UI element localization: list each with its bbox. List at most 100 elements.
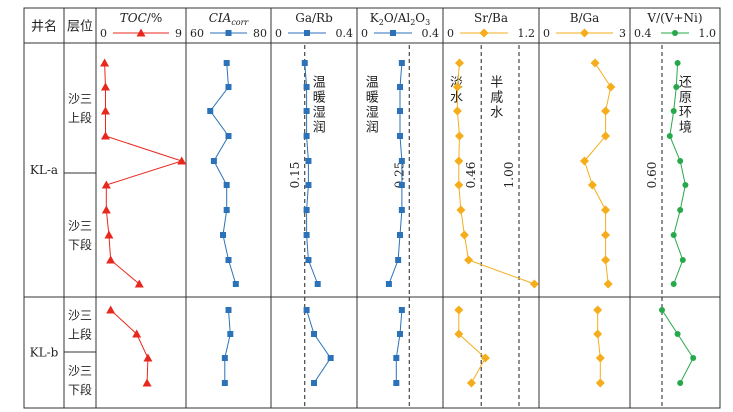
legend-marker (390, 30, 396, 36)
data-point (104, 230, 114, 239)
data-point (207, 108, 214, 114)
well-column-header: 井名 (31, 19, 57, 35)
axis-max-tick: 1.2 (518, 27, 536, 40)
data-point (223, 182, 230, 188)
well-name: KL-a (30, 163, 58, 177)
panel-bga: B/Ga 0 3 (543, 11, 626, 388)
panel-title: TOC/% (120, 11, 162, 25)
data-point (674, 60, 681, 66)
series-line-kl-b (306, 309, 332, 384)
series-line-kl-b (458, 310, 487, 384)
series-line-kl-b (110, 309, 149, 384)
data-point (456, 205, 466, 215)
data-point (132, 329, 142, 338)
data-point (398, 60, 405, 66)
data-point (593, 329, 603, 339)
data-point (395, 257, 402, 263)
threshold-label: 0.15 (288, 162, 302, 189)
data-point (100, 131, 110, 140)
data-point (673, 84, 680, 90)
data-point (221, 355, 228, 361)
data-point (529, 279, 539, 289)
data-point (452, 82, 462, 92)
data-point (100, 58, 110, 67)
data-point (106, 305, 116, 314)
data-point (459, 230, 469, 240)
series-line-kl-b (395, 309, 403, 383)
layer-label: 沙三 (68, 364, 92, 378)
series-line-kl-a (583, 62, 612, 285)
data-point (659, 307, 665, 313)
data-point (398, 307, 405, 313)
layer-label: 下段 (68, 382, 92, 397)
layer-label: 沙三 (68, 219, 92, 233)
data-point (677, 380, 684, 386)
data-point (397, 331, 403, 337)
panel-toc: TOC/% 0 9 (100, 11, 187, 387)
data-point (595, 378, 605, 388)
series-line-kl-b (661, 309, 694, 384)
data-point (454, 180, 464, 190)
data-point (397, 232, 403, 238)
data-point (177, 156, 187, 165)
data-point (464, 255, 474, 265)
legend-marker (304, 30, 310, 36)
series-line-kl-a (209, 62, 237, 285)
data-point (305, 182, 312, 188)
axis-min-tick: 0 (100, 27, 107, 40)
data-point (601, 230, 611, 240)
data-point (454, 329, 464, 339)
data-point (232, 281, 239, 287)
series-line-kl-b (224, 309, 231, 383)
data-point (303, 232, 310, 238)
data-point (587, 180, 597, 190)
data-point (677, 207, 684, 213)
data-point (100, 106, 110, 115)
data-point (305, 158, 312, 164)
data-point (227, 331, 234, 337)
data-point (210, 158, 217, 164)
annotation-text: 淡水 (447, 75, 463, 105)
data-point (480, 353, 490, 363)
data-point (397, 108, 403, 114)
well-name: KL-b (30, 346, 59, 360)
layer-column-header: 层位 (67, 20, 93, 35)
data-point (679, 257, 686, 263)
legend-marker (225, 30, 232, 36)
data-point (101, 205, 111, 214)
data-point (303, 207, 310, 213)
data-point (327, 355, 334, 361)
annotation-text: 还原环境 (676, 75, 692, 135)
data-point (666, 133, 673, 139)
data-point (223, 60, 230, 66)
data-point (106, 255, 116, 264)
data-point (593, 305, 603, 315)
data-point (220, 232, 227, 238)
data-point (225, 84, 232, 90)
threshold-label: 1.00 (502, 162, 516, 189)
data-point (314, 281, 321, 287)
data-point (303, 84, 310, 90)
panel-cia: CIAcorr 60 80 (190, 11, 267, 386)
axis-max-tick: 1.0 (699, 27, 717, 40)
data-point (303, 108, 310, 114)
data-point (301, 60, 308, 66)
series-line-kl-a (104, 62, 184, 285)
table-border (23, 7, 721, 409)
data-point (221, 380, 228, 386)
data-point (398, 158, 405, 164)
panel-title: B/Ga (570, 11, 600, 25)
threshold-label: 0.25 (392, 162, 406, 189)
series-line-kl-a (456, 62, 535, 285)
series-line-kl-a (669, 62, 686, 285)
axis-min-tick: 0 (275, 27, 282, 40)
data-point (303, 307, 310, 313)
axis-min-tick: 60 (190, 27, 204, 40)
table-grid (23, 7, 721, 409)
axis-min-tick: 0 (361, 27, 368, 40)
data-point (303, 133, 310, 139)
data-point (601, 205, 611, 215)
data-point (397, 133, 403, 139)
